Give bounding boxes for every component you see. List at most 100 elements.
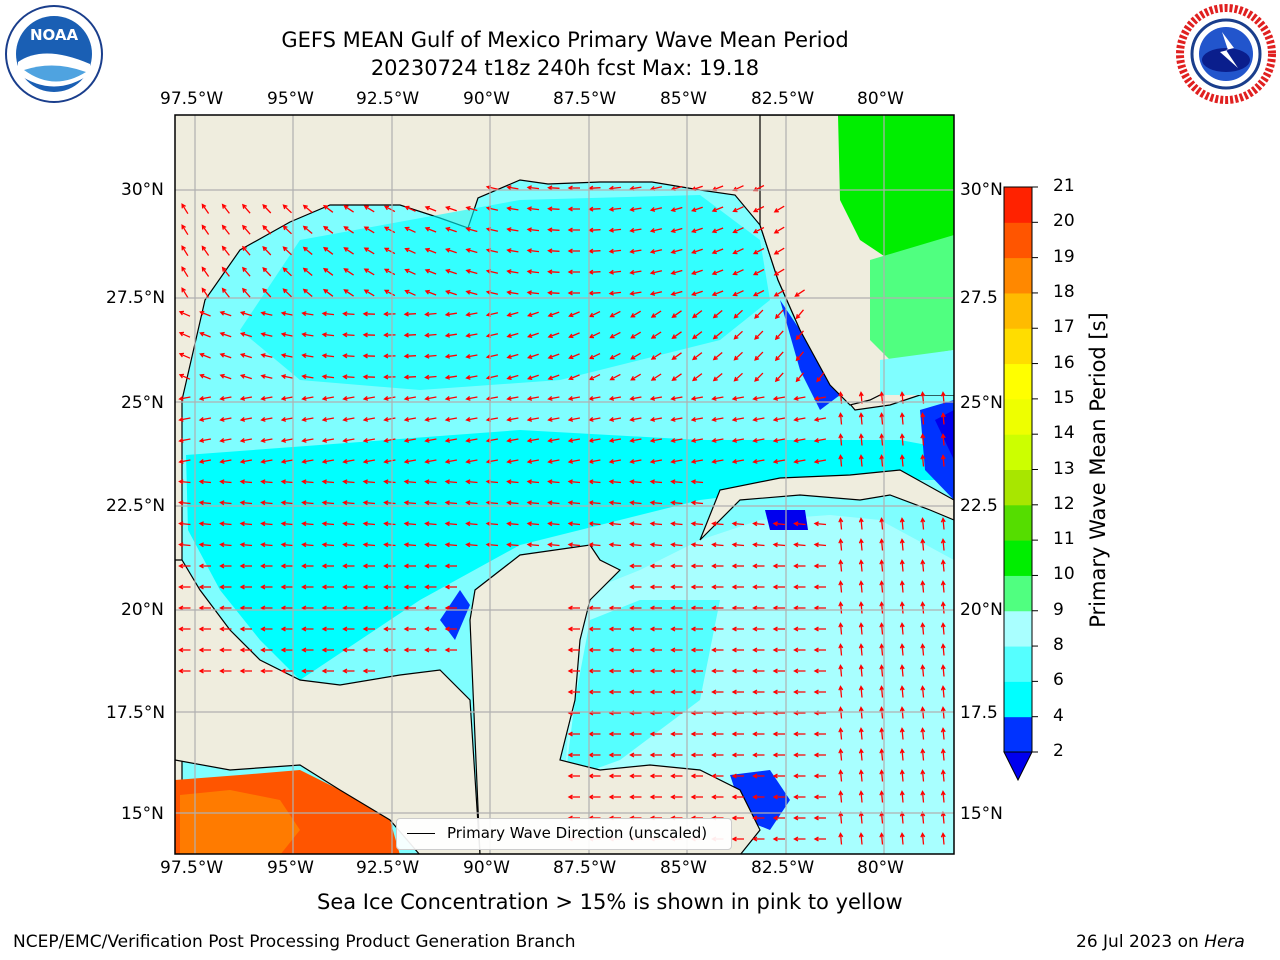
- wave-arrow: [567, 290, 580, 296]
- wave-arrow: [813, 689, 826, 695]
- wave-arrow: [526, 206, 540, 212]
- wave-arrow: [526, 395, 540, 401]
- wave-arrow: [506, 542, 519, 548]
- wave-arrow: [547, 521, 560, 527]
- wave-arrow: [813, 437, 827, 443]
- wave-arrow: [567, 437, 581, 443]
- wave-arrow: [712, 310, 723, 319]
- wave-arrow: [547, 206, 560, 212]
- wave-arrow: [608, 626, 621, 632]
- wave-arrow: [301, 563, 314, 569]
- wave-arrow: [444, 500, 458, 506]
- wave-arrow: [301, 332, 314, 338]
- wave-arrow: [920, 454, 926, 467]
- wave-arrow: [773, 205, 785, 213]
- wave-arrow: [690, 437, 704, 443]
- wave-arrow: [838, 580, 844, 593]
- wave-arrow: [794, 289, 805, 297]
- wave-arrow: [342, 311, 355, 317]
- wave-arrow: [547, 437, 560, 443]
- wave-arrow: [567, 395, 581, 401]
- wave-arrow: [629, 395, 642, 401]
- wave-arrow: [731, 458, 745, 464]
- wave-arrow: [649, 437, 663, 443]
- wave-arrow: [181, 245, 189, 257]
- wave-arrow: [239, 647, 252, 653]
- wave-arrow: [342, 395, 355, 401]
- wave-arrow: [690, 479, 704, 485]
- wave-arrow: [219, 584, 232, 590]
- wave-arrow: [342, 521, 355, 527]
- colorbar-band: [1004, 469, 1032, 506]
- wave-arrow: [506, 395, 519, 401]
- wave-arrow: [321, 626, 334, 632]
- wave-arrow: [608, 794, 621, 800]
- wave-arrow: [342, 458, 355, 464]
- colorbar-tick-label: 8: [1053, 635, 1064, 656]
- wave-arrow: [752, 563, 765, 569]
- wave-arrow: [444, 605, 457, 611]
- wave-arrow: [403, 584, 416, 590]
- wave-arrow: [879, 643, 885, 656]
- wave-arrow: [260, 542, 273, 548]
- wave-arrow: [178, 352, 191, 359]
- wave-arrow: [383, 416, 396, 422]
- wave-arrow: [262, 204, 272, 214]
- wave-arrow: [690, 542, 704, 548]
- wave-arrow: [178, 416, 191, 422]
- wave-arrow: [940, 433, 946, 446]
- wave-arrow: [506, 521, 519, 527]
- wave-arrow: [772, 773, 785, 779]
- wave-arrow: [899, 727, 905, 740]
- wave-arrow: [301, 647, 314, 653]
- wave-arrow: [342, 500, 355, 506]
- colorbar-band: [1004, 222, 1032, 259]
- wave-arrow: [711, 521, 724, 527]
- wave-arrow: [732, 206, 744, 213]
- wave-arrow: [526, 458, 540, 464]
- wave-arrow: [403, 626, 416, 632]
- wave-arrow: [547, 353, 560, 360]
- wave-arrow: [301, 458, 314, 464]
- wave-arrow: [567, 185, 580, 191]
- colorbar-tick-label: 20: [1053, 211, 1075, 232]
- wave-arrow: [813, 773, 826, 779]
- colorbar-band: [1004, 610, 1032, 647]
- wave-arrow: [567, 248, 580, 254]
- wave-arrow: [690, 689, 703, 695]
- wave-arrow: [629, 437, 642, 443]
- wave-arrow: [506, 458, 519, 464]
- wave-arrow: [260, 311, 273, 316]
- wave-arrow: [608, 479, 622, 485]
- wave-arrow: [444, 374, 457, 380]
- wave-arrow: [322, 288, 334, 297]
- wave-arrow: [465, 395, 478, 401]
- wave-arrow: [752, 605, 765, 611]
- wave-arrow: [733, 309, 743, 319]
- wave-arrow: [650, 331, 662, 339]
- wave-arrow: [670, 647, 683, 653]
- wave-arrow: [899, 664, 905, 677]
- wave-arrow: [752, 626, 765, 632]
- wave-arrow: [424, 374, 437, 380]
- wave-arrow: [813, 458, 827, 464]
- wave-arrow: [527, 353, 539, 360]
- wave-arrow: [260, 479, 273, 485]
- wave-arrow: [920, 748, 926, 761]
- wave-arrow: [567, 500, 581, 506]
- wave-arrow: [629, 479, 642, 485]
- lon-tick-bottom-0: 97.5°W: [160, 858, 224, 878]
- wave-arrow: [670, 227, 683, 234]
- wave-arrow: [838, 412, 844, 425]
- wave-arrow: [465, 226, 478, 233]
- wave-arrow: [567, 227, 580, 233]
- wave-arrow: [178, 395, 191, 401]
- wave-arrow: [424, 479, 437, 485]
- wave-arrow: [629, 269, 642, 275]
- colorbar-tick-label: 2: [1053, 741, 1064, 761]
- wave-arrow: [198, 416, 212, 422]
- wave-arrow: [838, 685, 844, 698]
- wave-arrow: [649, 458, 663, 464]
- wave-arrow: [301, 479, 314, 485]
- wave-arrow: [301, 668, 314, 674]
